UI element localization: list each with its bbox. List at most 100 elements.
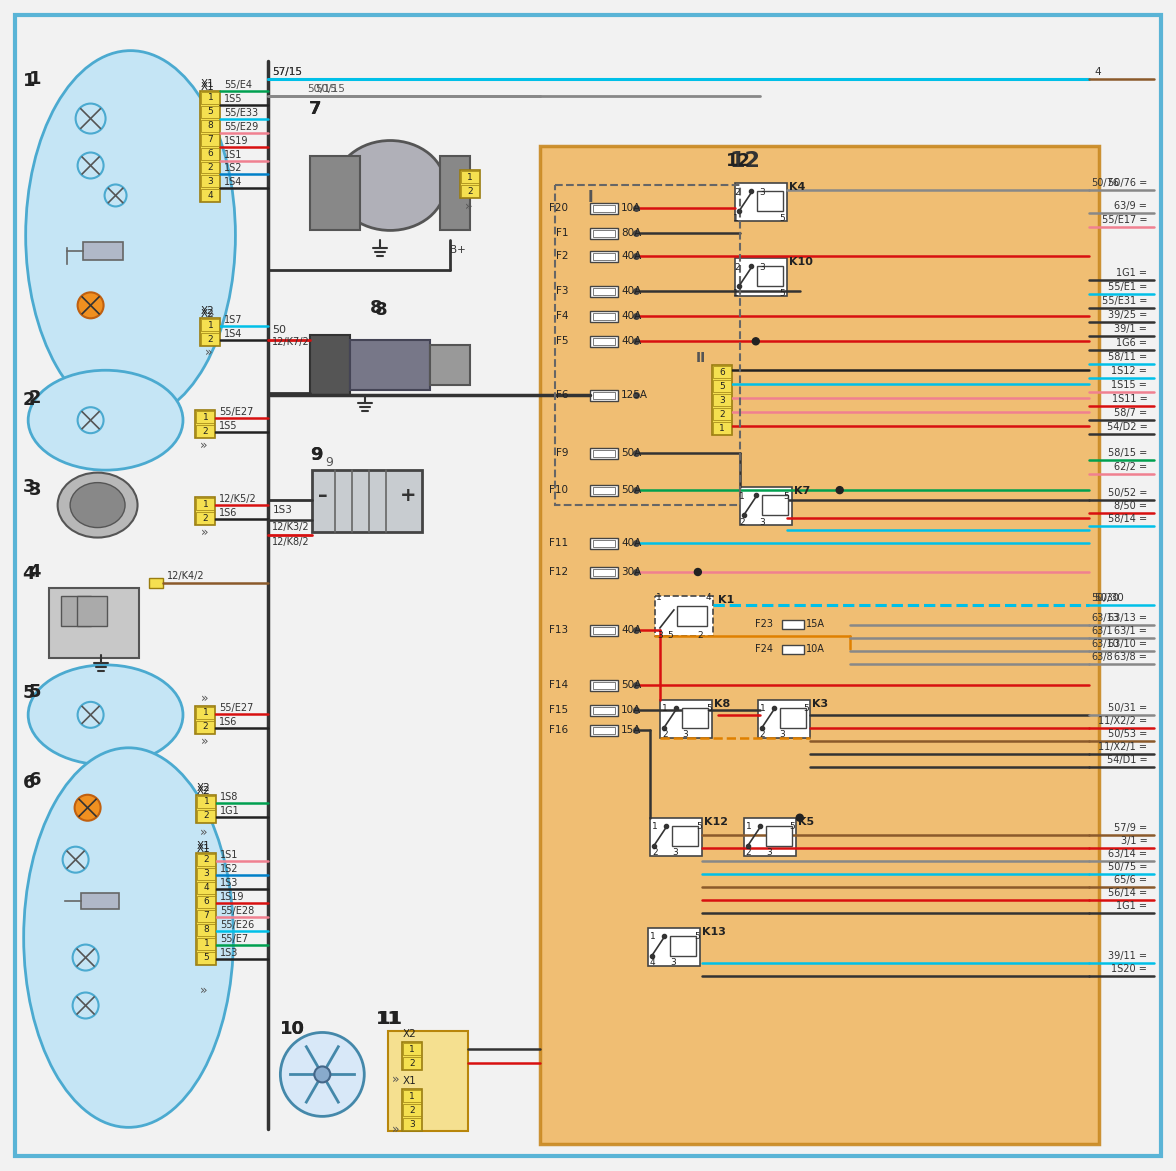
Bar xyxy=(670,936,696,956)
Bar xyxy=(201,334,220,345)
Bar xyxy=(148,578,162,588)
Bar xyxy=(201,162,220,173)
Text: 12/K3/2: 12/K3/2 xyxy=(273,522,310,532)
Text: 8: 8 xyxy=(208,121,213,130)
Text: 1: 1 xyxy=(409,1045,415,1054)
Bar xyxy=(201,190,220,201)
Text: 8/50 =: 8/50 = xyxy=(1115,501,1148,511)
Bar xyxy=(196,425,214,437)
Text: X2: X2 xyxy=(200,309,214,320)
Text: 1S4: 1S4 xyxy=(225,329,242,340)
Bar xyxy=(403,1104,421,1116)
Text: 5: 5 xyxy=(694,932,700,941)
Text: F9: F9 xyxy=(555,448,568,458)
Circle shape xyxy=(694,568,701,575)
Text: 1G1 =: 1G1 = xyxy=(1116,900,1148,911)
Bar xyxy=(590,390,617,402)
Text: 2: 2 xyxy=(734,189,740,197)
Text: 4: 4 xyxy=(706,594,711,603)
Text: 4: 4 xyxy=(208,191,213,200)
Text: 2: 2 xyxy=(734,262,740,272)
Text: +: + xyxy=(400,486,416,505)
Text: 1S20 =: 1S20 = xyxy=(1111,964,1148,973)
Text: 1S3: 1S3 xyxy=(220,877,239,888)
Circle shape xyxy=(105,185,127,206)
Text: 11: 11 xyxy=(376,1011,401,1028)
Text: 54/D1 =: 54/D1 = xyxy=(1107,755,1148,765)
Text: 2: 2 xyxy=(28,389,41,408)
Text: 1: 1 xyxy=(208,93,213,102)
Bar xyxy=(590,705,617,715)
Text: 2: 2 xyxy=(208,163,213,172)
Bar xyxy=(196,721,214,733)
Text: F23: F23 xyxy=(755,619,773,629)
Bar xyxy=(593,682,615,689)
Text: »: » xyxy=(207,308,214,321)
Bar xyxy=(590,448,617,459)
Text: 4: 4 xyxy=(28,563,41,581)
Ellipse shape xyxy=(28,665,183,765)
Text: K12: K12 xyxy=(704,816,728,827)
Text: 5: 5 xyxy=(779,289,784,297)
Bar xyxy=(198,882,215,893)
Text: 55/E1 =: 55/E1 = xyxy=(1108,282,1148,293)
Bar xyxy=(461,185,479,198)
Text: 54/D2 =: 54/D2 = xyxy=(1107,423,1148,432)
Text: X1: X1 xyxy=(200,78,214,89)
Text: 1G1: 1G1 xyxy=(220,806,240,816)
Bar xyxy=(201,91,220,103)
Bar xyxy=(201,105,220,117)
Bar xyxy=(650,817,702,856)
Text: 3: 3 xyxy=(682,731,688,739)
Text: 5: 5 xyxy=(803,704,809,713)
Text: 6: 6 xyxy=(208,149,213,158)
Bar xyxy=(196,852,216,965)
Circle shape xyxy=(78,152,103,178)
Bar xyxy=(310,156,360,231)
Text: 12/K4/2: 12/K4/2 xyxy=(167,571,205,581)
Bar xyxy=(200,90,220,203)
Text: 50/75 =: 50/75 = xyxy=(1108,862,1148,871)
Text: 5: 5 xyxy=(783,492,789,501)
Text: 1: 1 xyxy=(202,708,208,718)
Text: 12/K8/2: 12/K8/2 xyxy=(273,537,310,547)
Text: 2: 2 xyxy=(203,855,209,864)
Ellipse shape xyxy=(58,473,138,537)
Text: 1: 1 xyxy=(733,214,739,222)
Text: 4: 4 xyxy=(1095,67,1101,76)
Text: 2: 2 xyxy=(208,335,213,344)
Text: F4: F4 xyxy=(555,311,568,321)
Text: F3: F3 xyxy=(555,287,568,296)
Text: »: » xyxy=(466,200,473,213)
Text: 1S11 =: 1S11 = xyxy=(1111,395,1148,404)
Text: F24: F24 xyxy=(755,644,773,653)
Text: 55/E26: 55/E26 xyxy=(220,919,255,930)
Bar xyxy=(403,1057,421,1069)
Text: 57/9 =: 57/9 = xyxy=(1114,823,1148,833)
Bar xyxy=(198,910,215,922)
Bar xyxy=(782,645,803,653)
Circle shape xyxy=(78,701,103,728)
Text: 1S1: 1S1 xyxy=(225,150,242,159)
Text: »: » xyxy=(205,345,212,358)
Bar xyxy=(757,192,783,212)
Bar xyxy=(671,826,697,845)
Bar xyxy=(590,228,617,239)
Text: 1S19: 1S19 xyxy=(225,136,249,145)
Text: 3: 3 xyxy=(409,1119,415,1129)
Text: 1S6: 1S6 xyxy=(220,508,238,518)
Text: 57/15: 57/15 xyxy=(273,67,302,76)
Text: 10A: 10A xyxy=(621,204,641,213)
Text: 63/10 =: 63/10 = xyxy=(1108,639,1148,649)
Text: 11/X2/1 =: 11/X2/1 = xyxy=(1098,741,1148,752)
Bar xyxy=(196,411,214,423)
Text: 7: 7 xyxy=(308,100,321,117)
Text: 1S1: 1S1 xyxy=(220,850,239,860)
Text: K8: K8 xyxy=(714,699,730,708)
Text: B+: B+ xyxy=(450,246,466,255)
Text: 3: 3 xyxy=(208,177,213,186)
Text: 5: 5 xyxy=(28,683,41,701)
Text: 1S4: 1S4 xyxy=(225,178,242,187)
Text: 1: 1 xyxy=(662,704,668,713)
Text: 3: 3 xyxy=(780,731,786,739)
